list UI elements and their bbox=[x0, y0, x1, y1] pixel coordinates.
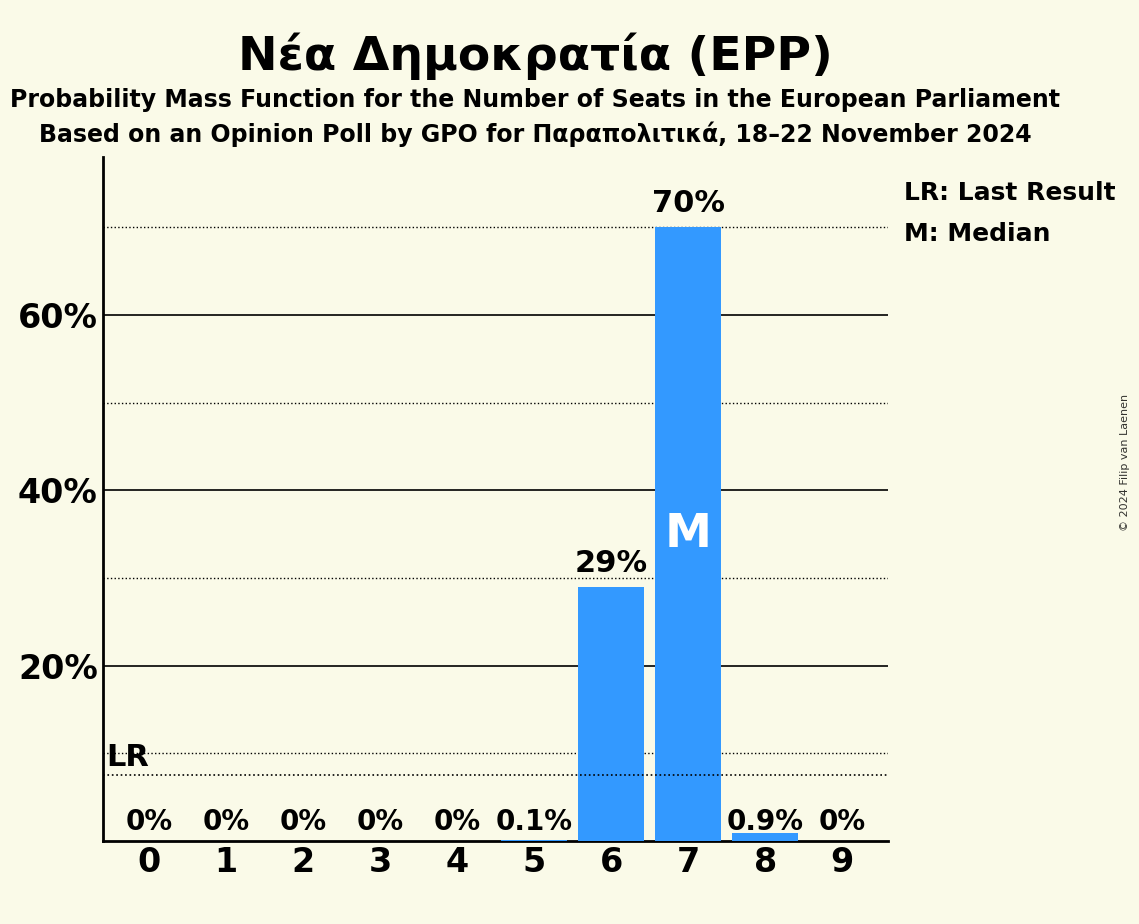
Text: Probability Mass Function for the Number of Seats in the European Parliament: Probability Mass Function for the Number… bbox=[10, 88, 1060, 112]
Text: 0%: 0% bbox=[279, 808, 327, 835]
Bar bbox=[655, 227, 721, 841]
Bar bbox=[732, 833, 798, 841]
Bar bbox=[579, 587, 644, 841]
Text: LR: Last Result: LR: Last Result bbox=[904, 181, 1116, 205]
Text: LR: LR bbox=[106, 743, 149, 772]
Text: 0%: 0% bbox=[203, 808, 249, 835]
Text: M: M bbox=[664, 512, 712, 556]
Text: M: Median: M: Median bbox=[904, 222, 1050, 246]
Text: 0%: 0% bbox=[125, 808, 172, 835]
Text: 0%: 0% bbox=[433, 808, 481, 835]
Text: 29%: 29% bbox=[574, 549, 648, 578]
Text: Based on an Opinion Poll by GPO for Παραπολιτικά, 18–22 November 2024: Based on an Opinion Poll by GPO for Παρα… bbox=[39, 122, 1032, 148]
Text: 0%: 0% bbox=[819, 808, 866, 835]
Text: 0%: 0% bbox=[357, 808, 403, 835]
Text: 0.9%: 0.9% bbox=[727, 808, 804, 835]
Text: Νέα Δημοκρατία (EPP): Νέα Δημοκρατία (EPP) bbox=[238, 32, 833, 79]
Text: © 2024 Filip van Laenen: © 2024 Filip van Laenen bbox=[1120, 394, 1130, 530]
Text: 70%: 70% bbox=[652, 189, 724, 218]
Text: 0.1%: 0.1% bbox=[495, 808, 573, 835]
